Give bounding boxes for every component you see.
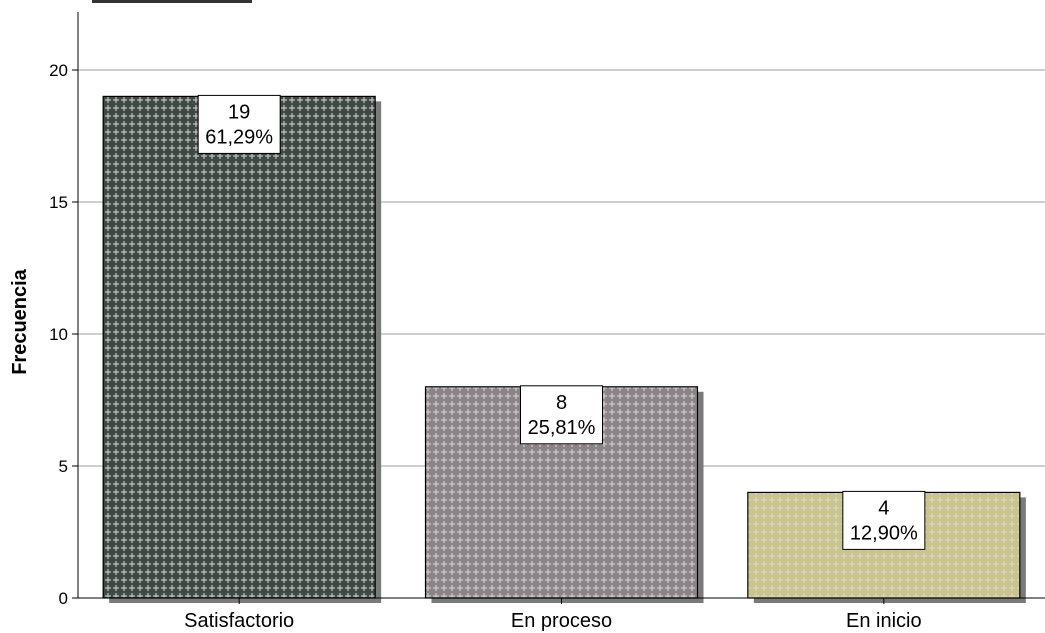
data-label-percent: 25,81% bbox=[528, 417, 596, 439]
data-label-box bbox=[197, 94, 281, 154]
y-tick-label: 10 bbox=[49, 325, 68, 344]
y-tick-label: 20 bbox=[49, 61, 68, 80]
x-tick-label: En proceso bbox=[511, 610, 612, 632]
data-label-percent: 12,90% bbox=[850, 522, 918, 544]
data-label-value: 19 bbox=[228, 101, 250, 123]
data-label-box bbox=[520, 385, 603, 445]
y-tick-label: 0 bbox=[59, 589, 68, 608]
data-label-box bbox=[842, 490, 926, 550]
y-tick-label: 5 bbox=[59, 457, 68, 476]
y-tick-labels: 0 5 10 15 20 bbox=[49, 61, 68, 608]
y-tick-label: 15 bbox=[49, 193, 68, 212]
bar-pattern bbox=[102, 95, 376, 599]
bars-group bbox=[102, 95, 1026, 604]
x-tick-labels: Satisfactorio En proceso En inicio bbox=[184, 598, 922, 632]
x-tick-label: Satisfactorio bbox=[184, 610, 294, 632]
x-tick-label: En inicio bbox=[846, 610, 922, 632]
data-label-percent: 61,29% bbox=[205, 126, 273, 148]
data-label-value: 4 bbox=[878, 497, 889, 519]
data-labels: 19 61,29% 8 25,81% 4 12,90% bbox=[197, 94, 926, 550]
data-label-value: 8 bbox=[556, 392, 567, 414]
y-axis-title: Frecuencia bbox=[9, 268, 31, 374]
chart-title-cut bbox=[80, 0, 270, 4]
